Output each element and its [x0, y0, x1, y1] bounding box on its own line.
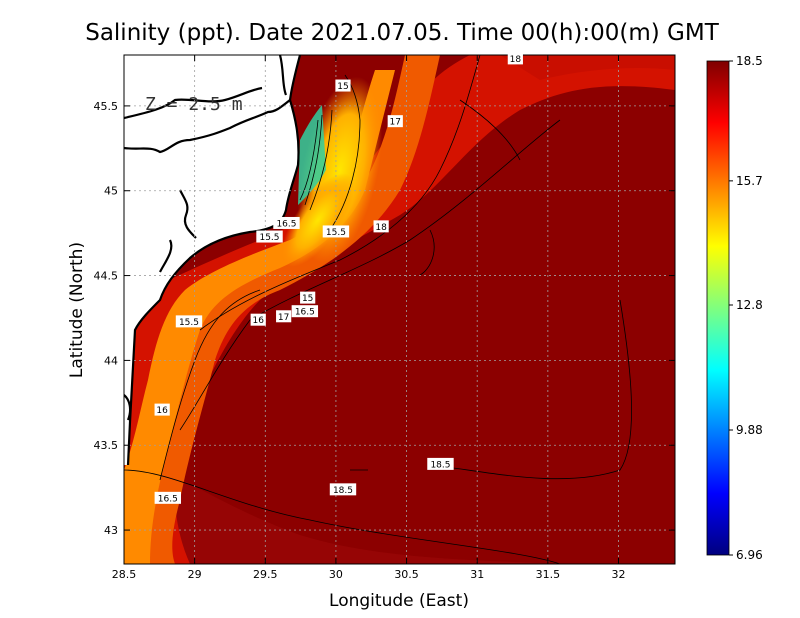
x-tick-label: 29.5	[253, 568, 278, 581]
colorbar-tick-label: 15.7	[736, 174, 763, 188]
colorbar-tick-label: 9.88	[736, 423, 763, 437]
contour-label: 15.5	[326, 228, 346, 238]
y-axis: 43 43.5 44 44.5 45 45.5	[94, 100, 675, 537]
chart-title: Salinity (ppt). Date 2021.07.05. Time 00…	[85, 20, 719, 46]
contour-label-box	[154, 491, 181, 504]
coastal-band	[124, 55, 440, 564]
contour-label-box	[427, 457, 454, 470]
contour-label-box	[322, 225, 350, 238]
contour-label-box	[175, 315, 203, 328]
depth-annotation: Z = 2.5 m	[145, 94, 243, 115]
northeast-field	[500, 55, 675, 80]
contour-label: 15	[302, 294, 313, 304]
contour-label: 18	[375, 223, 387, 233]
contour-label: 16.5	[158, 494, 178, 504]
contour-label-box	[276, 310, 292, 323]
contour-label: 15.5	[259, 233, 279, 243]
x-tick-label: 29	[188, 568, 202, 581]
x-tick-label: 30.5	[394, 568, 419, 581]
contour-label: 16	[156, 406, 168, 416]
contour-label-box	[373, 220, 389, 233]
contour-label-box	[300, 291, 316, 304]
contour-label-box	[329, 483, 357, 496]
x-axis: 28.5 29 29.5 30 30.5 31 31.5 32	[112, 55, 625, 581]
plot-area	[124, 55, 675, 564]
x-tick-label: 28.5	[112, 568, 137, 581]
x-axis-label: Longitude (East)	[329, 591, 469, 611]
x-tick-label: 32	[611, 568, 625, 581]
y-tick-label: 43.5	[94, 439, 119, 452]
contour-label: 17	[390, 118, 401, 128]
colorbar-ticks: 18.5 15.7 12.8 9.88 6.96	[729, 54, 763, 562]
contour-label-box	[507, 52, 523, 65]
y-tick-label: 45	[104, 185, 118, 198]
contour-label: 16.5	[295, 308, 315, 318]
contour-lines	[124, 55, 632, 564]
contour-label: 16.5	[276, 219, 296, 229]
coastline	[124, 55, 302, 466]
x-tick-label: 30	[329, 568, 343, 581]
contour-label: 18.5	[333, 486, 353, 496]
contour-label-box	[256, 230, 283, 243]
contour-label: 18.5	[430, 460, 450, 470]
south-field	[124, 450, 560, 564]
contour-label-box	[250, 313, 266, 326]
contour-label: 18	[510, 55, 522, 65]
contour-label: 15.5	[179, 318, 199, 328]
colorbar	[706, 60, 730, 556]
x-tick-label: 31	[470, 568, 484, 581]
contour-label-box	[273, 216, 300, 229]
colorbar-tick-label: 18.5	[736, 54, 763, 68]
y-tick-label: 44.5	[94, 270, 119, 283]
y-tick-label: 45.5	[94, 100, 119, 113]
land	[124, 55, 300, 465]
contour-label: 17	[278, 313, 289, 323]
contour-label-box	[335, 79, 351, 92]
contour-labels: 15 17 18 18 15.5 15.5 16.5 15 16.5 17 16 15.5 16 16.5…	[154, 52, 523, 504]
y-axis-label: Latitude (North)	[67, 242, 87, 378]
x-tick-label: 31.5	[536, 568, 561, 581]
y-tick-label: 43	[104, 524, 118, 537]
plot-frame	[123, 54, 676, 565]
grid-lines	[124, 55, 675, 564]
contour-label-box	[154, 403, 170, 416]
contour-label-box	[291, 305, 319, 318]
contour-label-box	[387, 115, 403, 128]
y-tick-label: 44	[104, 354, 118, 367]
colorbar-tick-label: 12.8	[736, 298, 763, 312]
low-salinity-core	[298, 105, 326, 205]
contour-label: 16	[252, 316, 264, 326]
colorbar-tick-label: 6.96	[736, 548, 763, 562]
contour-label: 15	[337, 82, 348, 92]
